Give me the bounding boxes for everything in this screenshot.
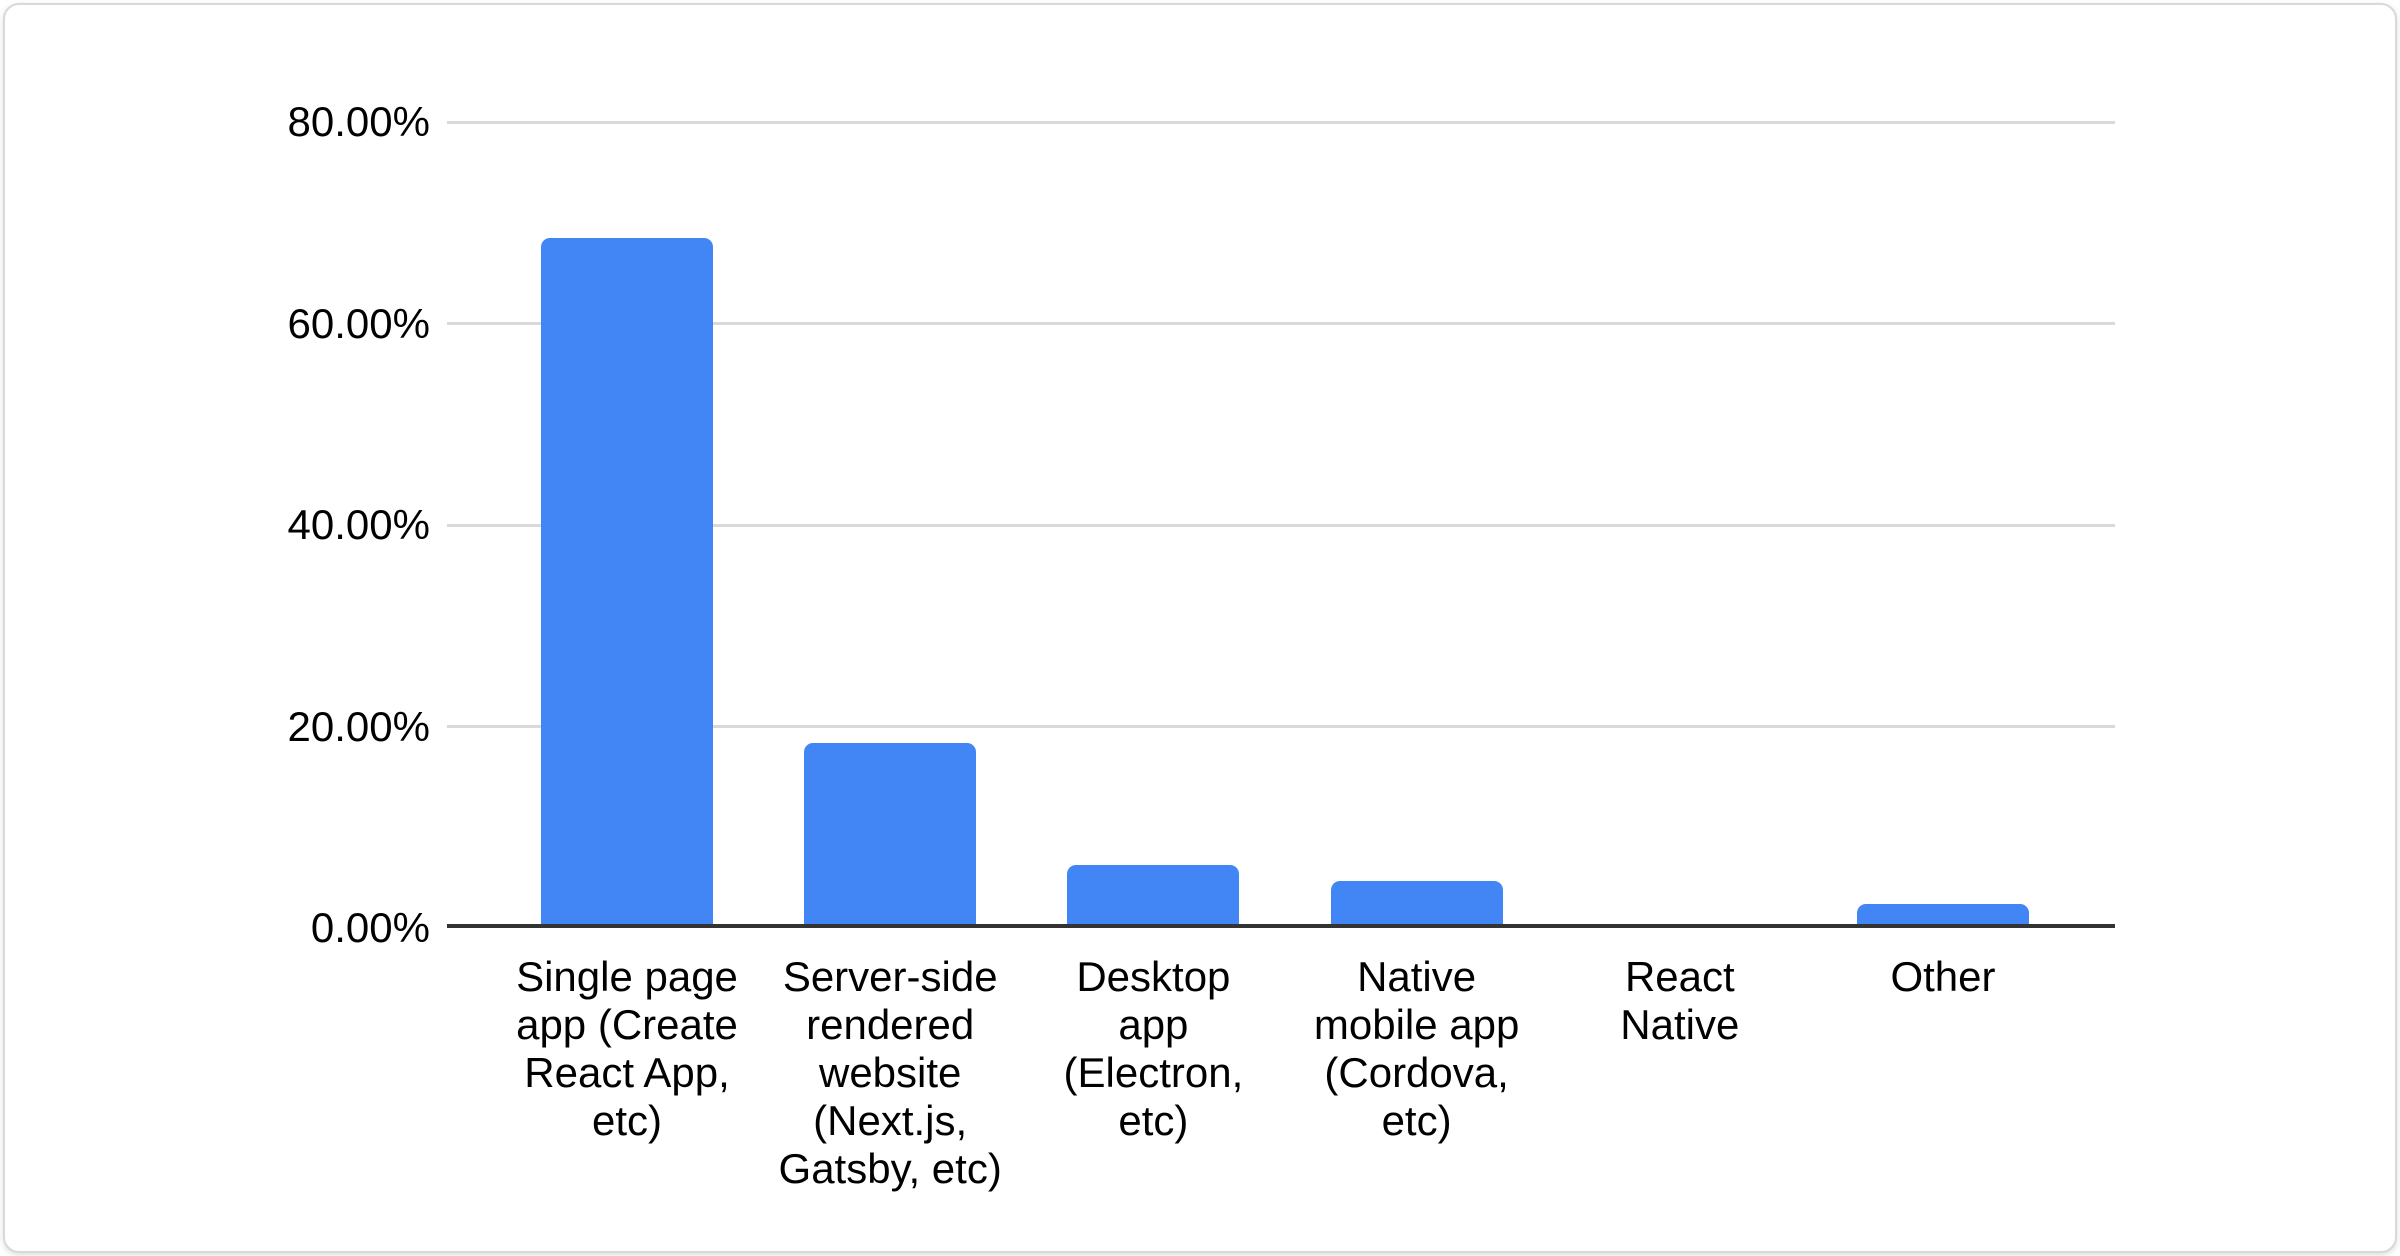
y-tick-label: 0.00% [310, 904, 430, 951]
gridline [447, 725, 2115, 728]
bar[interactable] [1330, 880, 1503, 928]
y-tick-label: 60.00% [287, 299, 430, 347]
gridline [447, 523, 2115, 527]
bar[interactable] [1857, 903, 2029, 928]
y-tick-label: 20.00% [287, 702, 430, 750]
chart-card: 0.00% 20.00% 40.00% 60.00% 80.00% Single pag… [3, 3, 2397, 1253]
y-tick-label: 80.00% [287, 98, 430, 145]
x-category-label: Other [1890, 953, 1996, 1000]
x-category-label: Desktop app (Electron, etc) [1063, 953, 1244, 1144]
x-category-label: React Native [1620, 953, 1740, 1048]
bar[interactable] [804, 742, 977, 928]
x-category-label: Server-side rendered website (Next.js, G… [778, 953, 1002, 1192]
x-axis-line [447, 924, 2115, 928]
bar[interactable] [1067, 864, 1240, 928]
x-category-label: Single page app (Create React App, etc) [516, 953, 738, 1144]
y-tick-label: 40.00% [287, 501, 430, 548]
gridline [447, 120, 2115, 124]
gridline [447, 322, 2115, 325]
plot-area [447, 120, 2115, 928]
bar[interactable] [541, 237, 713, 928]
x-category-label: Native mobile app (Cordova, etc) [1313, 953, 1520, 1144]
